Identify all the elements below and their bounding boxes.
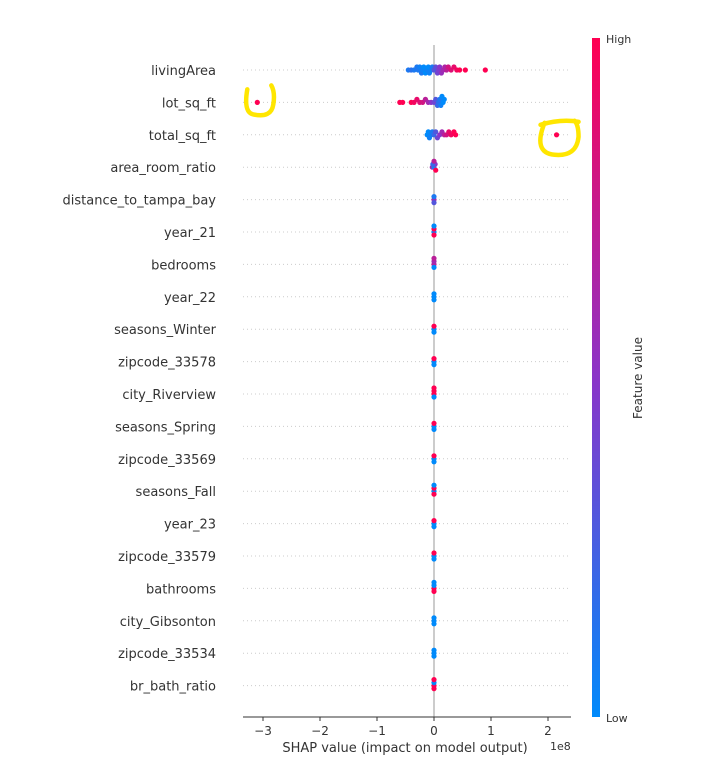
feature-label: br_bath_ratio	[130, 680, 216, 695]
data-point	[431, 588, 437, 595]
data-point	[553, 132, 560, 138]
colorbar-gradient	[592, 38, 600, 717]
annotation-circle	[243, 83, 277, 118]
data-point	[431, 323, 437, 329]
data-point	[431, 653, 437, 659]
feature-label: zipcode_33579	[118, 550, 216, 565]
x-ticks: −3 −2 −1 0 1 2	[254, 717, 552, 738]
grid-lines	[243, 69, 571, 687]
data-point	[431, 291, 437, 297]
data-point	[254, 99, 260, 105]
data-point	[431, 524, 437, 530]
data-point	[462, 67, 468, 73]
data-point	[431, 647, 437, 653]
data-point	[431, 385, 437, 391]
x-axis-scale-label: 1e8	[550, 740, 571, 753]
feature-label: year_21	[164, 226, 216, 241]
feature-label: year_23	[164, 518, 216, 533]
data-point	[431, 615, 437, 621]
data-point	[431, 550, 437, 556]
data-point	[431, 686, 437, 692]
data-point	[441, 96, 447, 102]
data-point	[457, 67, 463, 73]
colorbar-low-label: Low	[606, 712, 628, 725]
data-points	[254, 64, 560, 692]
feature-label: area_room_ratio	[110, 161, 216, 176]
feature-label: zipcode_33534	[118, 647, 216, 662]
x-tick-label: −3	[254, 724, 272, 738]
feature-label: year_22	[164, 291, 216, 306]
data-point	[453, 132, 459, 138]
data-point	[431, 677, 437, 683]
x-axis-label: SHAP value (impact on model output)	[282, 741, 527, 756]
colorbar-high-label: High	[606, 33, 631, 46]
data-point	[431, 264, 437, 270]
data-point	[431, 621, 437, 627]
x-tick-label: −2	[311, 724, 329, 738]
data-point	[431, 426, 437, 432]
data-point	[431, 482, 437, 488]
data-point	[431, 491, 437, 497]
feature-labels: livingArea lot_sq_ft total_sq_ft area_room_…	[63, 64, 217, 695]
feature-label: lot_sq_ft	[162, 96, 216, 111]
x-axis: −3 −2 −1 0 1 2 SHAP value (impact on model ou…	[243, 716, 571, 756]
feature-label: distance_to_tampa_bay	[63, 194, 217, 209]
data-point	[482, 67, 488, 73]
x-tick-label: 2	[544, 724, 552, 738]
feature-label: livingArea	[151, 64, 216, 79]
colorbar: High Low Feature value	[592, 33, 645, 725]
data-point	[431, 297, 437, 303]
x-tick-label: 1	[487, 724, 495, 738]
annotation-circle	[538, 118, 581, 158]
data-point	[431, 194, 437, 200]
data-point	[433, 167, 439, 173]
feature-label: zipcode_33569	[118, 453, 216, 468]
colorbar-title: Feature value	[631, 337, 645, 419]
data-point	[431, 394, 437, 400]
data-point	[433, 129, 439, 135]
data-point	[437, 64, 443, 70]
x-tick-label: 0	[430, 724, 438, 738]
feature-label: seasons_Winter	[114, 323, 216, 338]
annotations	[243, 83, 581, 158]
data-point	[431, 232, 437, 238]
data-point	[431, 200, 437, 206]
feature-label: bathrooms	[146, 582, 216, 597]
data-point	[431, 356, 437, 362]
data-point	[431, 329, 437, 335]
data-point	[431, 223, 437, 229]
data-point	[431, 579, 437, 586]
feature-label: total_sq_ft	[149, 129, 216, 144]
data-point	[431, 453, 437, 459]
feature-label: bedrooms	[151, 258, 216, 273]
feature-label: zipcode_33578	[118, 356, 216, 371]
data-point	[431, 255, 437, 261]
data-point	[421, 64, 427, 70]
data-point	[431, 556, 437, 562]
data-point	[431, 420, 437, 426]
feature-label: seasons_Fall	[136, 485, 216, 500]
feature-label: seasons_Spring	[115, 420, 216, 435]
x-tick-label: −1	[368, 724, 386, 738]
data-point	[431, 158, 437, 164]
data-point	[431, 362, 437, 368]
data-point	[431, 518, 437, 524]
data-point	[400, 99, 406, 105]
feature-label: city_Riverview	[122, 388, 216, 403]
data-point	[431, 459, 437, 465]
feature-label: city_Gibsonton	[120, 615, 216, 630]
